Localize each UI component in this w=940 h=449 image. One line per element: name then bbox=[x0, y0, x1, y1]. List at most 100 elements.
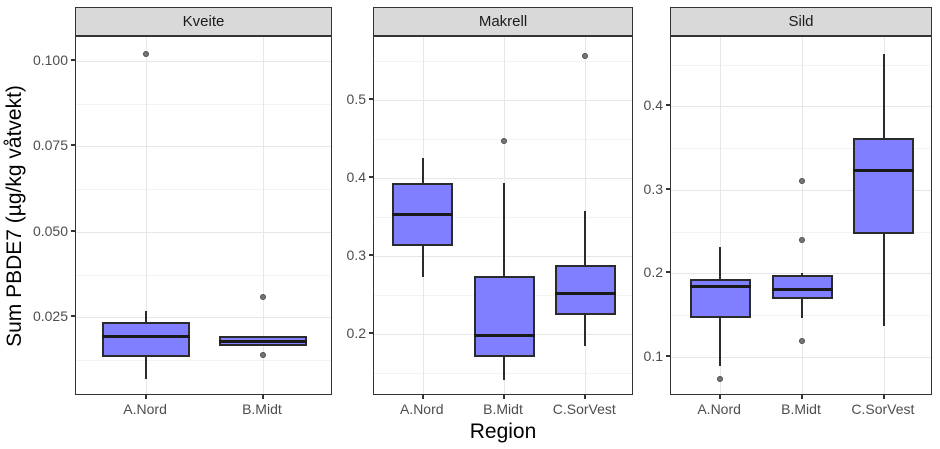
y-tick-label: 0.2 bbox=[346, 324, 366, 341]
y-tick-mark bbox=[71, 230, 75, 232]
gridline-major-y bbox=[671, 189, 931, 191]
outlier-point bbox=[582, 52, 589, 59]
facet-strip-label: Sild bbox=[788, 13, 814, 30]
box-whisker-upper bbox=[882, 53, 885, 138]
boxplot-box bbox=[853, 138, 915, 235]
gridline-major-x bbox=[146, 37, 147, 394]
outlier-point bbox=[799, 337, 805, 344]
y-tick-mark bbox=[71, 315, 75, 317]
y-tick-label: 0.3 bbox=[346, 246, 366, 263]
facet-strip: Makrell bbox=[373, 7, 633, 36]
x-tick-mark bbox=[503, 395, 505, 399]
x-tick-mark bbox=[584, 395, 586, 399]
gridline-minor-y bbox=[671, 64, 931, 66]
gridline-major-y bbox=[76, 317, 331, 319]
y-tick-mark bbox=[666, 188, 670, 190]
gridline-major-x bbox=[720, 37, 721, 394]
x-tick-mark bbox=[262, 395, 264, 399]
gridline-major-y bbox=[76, 60, 331, 62]
outlier-point bbox=[717, 376, 724, 383]
x-tick-label: B.Midt bbox=[242, 401, 282, 417]
facet-panel bbox=[373, 36, 633, 395]
box-whisker-upper bbox=[801, 273, 803, 275]
x-tick-label: C.SorVest bbox=[552, 401, 616, 417]
box-whisker-lower bbox=[801, 299, 803, 318]
median-line bbox=[102, 334, 191, 338]
gridline-major-x bbox=[263, 37, 264, 394]
x-tick-mark bbox=[883, 395, 885, 399]
x-axis-title: Region bbox=[469, 420, 537, 443]
facet-strip: Sild bbox=[670, 7, 932, 36]
y-tick-label: 0.5 bbox=[346, 91, 366, 108]
box-whisker-lower bbox=[882, 234, 885, 326]
gridline-major-x bbox=[802, 37, 803, 394]
box-whisker-lower bbox=[719, 317, 722, 366]
box-whisker-upper bbox=[145, 310, 148, 323]
gridline-major-y bbox=[374, 100, 632, 102]
gridline-major-y bbox=[671, 106, 931, 108]
gridline-minor-y bbox=[76, 189, 331, 191]
median-line bbox=[392, 213, 454, 217]
box-whisker-upper bbox=[719, 247, 722, 280]
y-tick-label: 0.075 bbox=[32, 137, 68, 154]
outlier-point bbox=[143, 51, 150, 58]
gridline-minor-y bbox=[671, 148, 931, 150]
gridline-major-y bbox=[76, 231, 331, 233]
box-whisker-lower bbox=[584, 315, 587, 347]
x-tick-mark bbox=[422, 395, 424, 399]
y-tick-mark bbox=[369, 332, 373, 334]
y-tick-label: 0.4 bbox=[643, 97, 663, 114]
box-whisker-lower bbox=[145, 356, 148, 379]
facet-strip-label: Kveite bbox=[182, 13, 225, 30]
y-tick-mark bbox=[369, 176, 373, 178]
box-whisker-upper bbox=[503, 182, 505, 277]
box-whisker-lower bbox=[421, 246, 424, 277]
boxplot-box bbox=[102, 322, 191, 357]
facet-strip: Kveite bbox=[75, 7, 332, 36]
median-line bbox=[771, 288, 833, 292]
box-whisker-lower bbox=[503, 357, 505, 380]
y-tick-mark bbox=[666, 104, 670, 106]
outlier-point bbox=[799, 236, 805, 243]
box-whisker-upper bbox=[584, 211, 587, 266]
y-tick-label: 0.2 bbox=[643, 264, 663, 281]
gridline-minor-y bbox=[374, 61, 632, 63]
median-line bbox=[554, 292, 616, 296]
gridline-major-y bbox=[671, 356, 931, 358]
y-tick-mark bbox=[71, 59, 75, 61]
gridline-minor-y bbox=[76, 274, 331, 276]
facet-strip-label: Makrell bbox=[478, 13, 528, 30]
x-tick-label: A.Nord bbox=[123, 401, 167, 417]
y-tick-mark bbox=[666, 355, 670, 357]
boxplot-box bbox=[473, 276, 535, 358]
box-whisker-upper bbox=[421, 158, 424, 184]
median-line bbox=[853, 169, 915, 173]
outlier-point bbox=[501, 137, 507, 144]
outlier-point bbox=[259, 293, 266, 300]
gridline-minor-y bbox=[76, 360, 331, 362]
facet-panel bbox=[75, 36, 332, 395]
y-tick-label: 0.3 bbox=[643, 180, 663, 197]
x-tick-mark bbox=[801, 395, 803, 399]
boxplot-box bbox=[554, 265, 616, 315]
y-tick-label: 0.1 bbox=[643, 347, 663, 364]
gridline-minor-y bbox=[671, 231, 931, 233]
y-tick-mark bbox=[666, 271, 670, 273]
y-tick-mark bbox=[71, 144, 75, 146]
outlier-point bbox=[259, 351, 266, 358]
gridline-major-y bbox=[374, 177, 632, 179]
facet-panel bbox=[670, 36, 932, 395]
y-tick-mark bbox=[369, 254, 373, 256]
gridline-major-y bbox=[76, 146, 331, 148]
y-tick-label: 0.025 bbox=[32, 308, 68, 325]
gridline-minor-y bbox=[76, 103, 331, 105]
x-tick-label: C.SorVest bbox=[851, 401, 915, 417]
y-tick-mark bbox=[369, 98, 373, 100]
x-tick-label: A.Nord bbox=[399, 401, 444, 417]
median-line bbox=[473, 333, 535, 337]
y-tick-label: 0.4 bbox=[346, 168, 366, 185]
y-tick-label: 0.050 bbox=[32, 222, 68, 239]
x-tick-mark bbox=[145, 395, 147, 399]
median-line bbox=[218, 340, 307, 344]
